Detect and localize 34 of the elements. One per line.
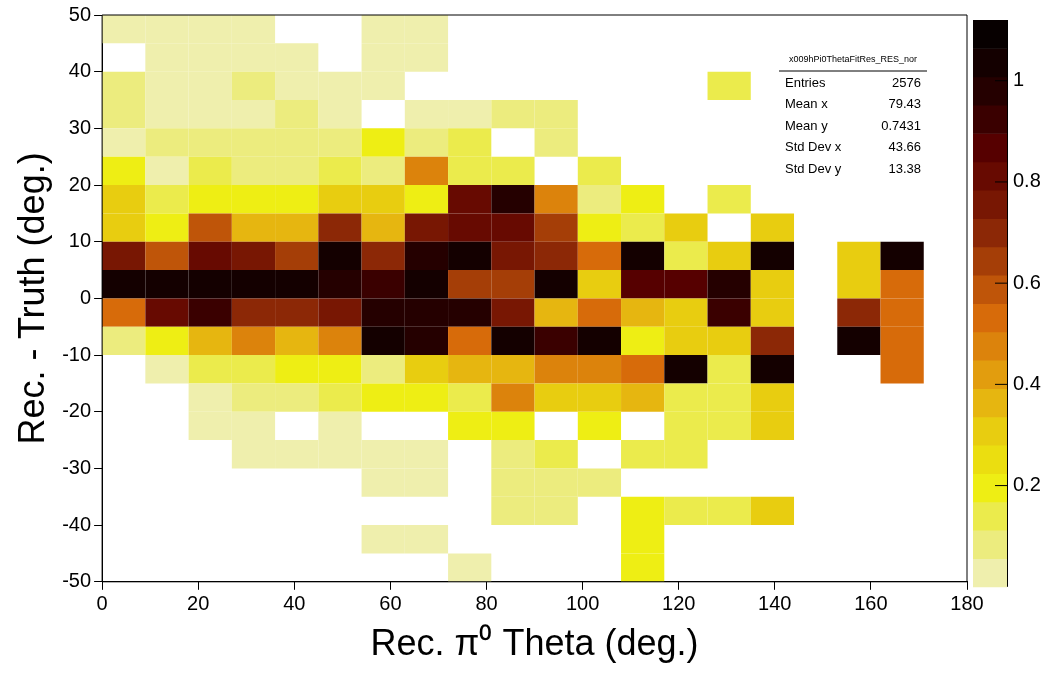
y-tick-label: 10 [68,229,92,252]
x-tick-label: 20 [187,592,210,615]
y-tick-label: -40 [62,512,92,535]
x-tick-label: 60 [379,592,402,615]
y-tick-label: 20 [68,172,92,195]
y-tick-label: -20 [62,399,92,422]
y-tick-label: -10 [62,342,92,365]
x-tick-label: 80 [475,592,498,615]
text: Std Dev y 13.38 [785,160,921,176]
text: Mean x 79.43 [785,96,921,112]
annotation: x009hPi0ThetaFitRes_RES_nor [788,54,918,65]
x-axis-title: Rec. π⁰ Theta (deg.) [370,622,699,664]
x-tick-label: 40 [283,592,306,615]
y-axis-title: Rec. - Truth (deg.) [10,152,52,445]
text: Std Dev x 43.66 [785,139,921,155]
y-tick-label: 30 [68,115,92,138]
color-bar-label: 0.8 [1013,169,1041,192]
x-tick-label: 0 [96,592,108,615]
text: Entries 2576 [785,74,921,90]
x-tick-label: 160 [854,592,888,615]
color-bar-label: 0.6 [1013,270,1041,293]
x-tick-label: 180 [950,592,984,615]
color-bar-label: 1 [1013,68,1025,91]
color-bar-label: 0.2 [1013,473,1041,496]
x-tick-label: 100 [565,592,600,615]
x-tick-label: 140 [758,592,792,615]
y-tick-label: 50 [68,2,92,25]
y-tick-label: 0 [79,285,92,308]
x-tick-label: 120 [662,592,696,615]
color-bar-label: 0.4 [1013,371,1041,394]
y-tick-label: -50 [62,569,92,592]
y-tick-label: -30 [62,455,92,478]
text: Mean y 0.7431 [785,117,921,133]
y-tick-label: 40 [68,59,92,82]
